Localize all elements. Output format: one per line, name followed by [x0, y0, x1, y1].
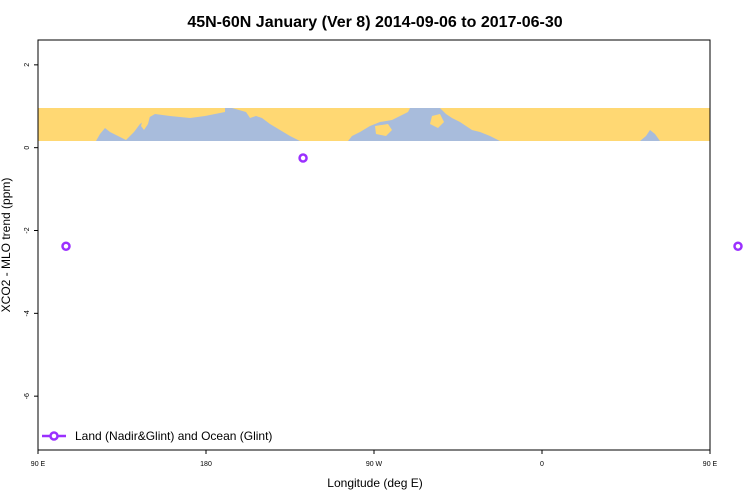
legend-marker: [49, 431, 59, 441]
y-tick-label: 0: [24, 146, 31, 150]
map-land: [38, 108, 710, 141]
plot-area-frame: [37, 39, 711, 451]
x-axis: 90 E 180 90 W 0 90 E: [31, 450, 718, 468]
y-tick-label: -2: [24, 227, 31, 233]
y-tick-label: 2: [24, 63, 31, 67]
x-tick-label: 90 E: [31, 461, 46, 468]
x-tick-label: 90 E: [703, 461, 718, 468]
map-land-kamchatka: [141, 110, 150, 130]
data-point: [298, 153, 308, 163]
chart-title: 45N-60N January (Ver 8) 2014-09-06 to 20…: [187, 14, 562, 31]
map-land-sakhalin: [670, 110, 684, 126]
map-land-labrador: [375, 124, 392, 136]
data-point: [61, 241, 71, 251]
data-points: [61, 153, 743, 251]
map-land-eurasia: [440, 108, 710, 141]
x-tick-label: 180: [200, 461, 212, 468]
x-axis-label: Longitude (deg E): [327, 476, 422, 490]
legend: Land (Nadir&Glint) and Ocean (Glint): [42, 429, 272, 443]
x-tick-label: 0: [540, 461, 544, 468]
map-land-asia-east: [38, 108, 225, 141]
y-axis: 2 0 -2 -4 -6: [24, 63, 38, 399]
y-axis-label: XCO2 - MLO trend (ppm): [0, 178, 13, 313]
legend-label: Land (Nadir&Glint) and Ocean (Glint): [75, 429, 272, 443]
map-land-british-isles: [430, 114, 444, 128]
y-tick-label: -6: [24, 393, 31, 399]
map-land-north-america: [232, 108, 410, 141]
world-map-strip: [38, 108, 710, 141]
data-point: [733, 241, 743, 251]
x-tick-label: 90 W: [366, 461, 383, 468]
y-tick-label: -4: [24, 310, 31, 316]
